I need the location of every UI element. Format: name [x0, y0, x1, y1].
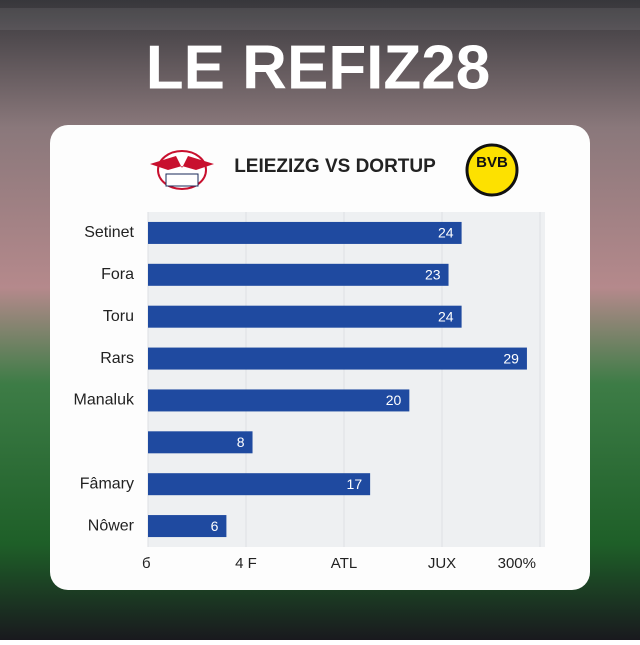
plot-area — [148, 212, 545, 547]
bar — [148, 263, 449, 286]
value-label: 23 — [425, 267, 441, 283]
value-label: 8 — [237, 434, 245, 450]
roof — [0, 8, 640, 30]
bar — [148, 515, 227, 538]
y-tick-label: Fora — [101, 266, 134, 283]
y-tick-label: Setinet — [84, 224, 134, 241]
match-title: LEIEZIZG VS DORTUP — [234, 156, 436, 177]
bar — [148, 221, 462, 244]
y-tick-label: Nôwer — [88, 517, 135, 534]
y-tick-label: Rars — [100, 350, 134, 367]
x-tick-label: JUX — [428, 555, 456, 572]
value-label: 24 — [438, 308, 454, 324]
page-title: LE REFIZ28 — [146, 33, 491, 102]
bar — [148, 389, 410, 412]
y-tick-label: Fâmary — [80, 475, 134, 492]
value-label: 24 — [438, 225, 454, 241]
away-logo: BVB — [465, 143, 519, 197]
bar — [148, 431, 253, 454]
x-tick-label: 4 F — [235, 555, 257, 572]
value-label: 6 — [211, 518, 219, 534]
bar — [148, 347, 527, 370]
y-tick-label: Manaluk — [74, 392, 135, 409]
away-logo-text: BVB — [476, 154, 508, 171]
bar — [148, 305, 462, 328]
value-label: 29 — [503, 350, 519, 366]
x-tick-label: ATL — [331, 555, 357, 572]
value-label: 17 — [347, 476, 363, 492]
home-logo — [150, 150, 214, 190]
y-tick-label: Toru — [103, 308, 134, 325]
x-tick-label: б — [142, 555, 151, 572]
x-tick-label: 300% — [498, 555, 536, 572]
bar — [148, 473, 371, 496]
value-label: 20 — [386, 392, 402, 408]
